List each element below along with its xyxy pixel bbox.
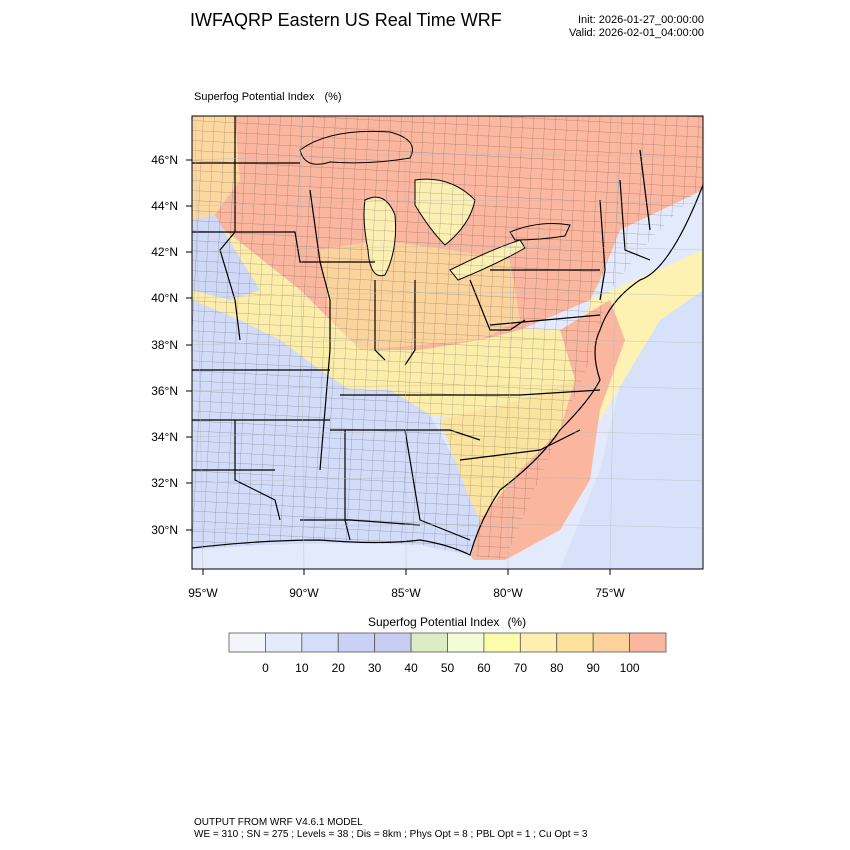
colorbar-tick-labels: 0 10 20 30 40 50 60 70 80 90 100 [262,661,640,675]
lat-label: 34°N [151,430,178,444]
init-time: Init: 2026-01-27_00:00:00 [578,14,704,26]
map-field [192,116,703,569]
colorbar-tick-label: 20 [332,661,346,675]
lon-label: 90°W [289,586,319,600]
colorbar-swatch [265,632,303,653]
axis-ticks [186,159,611,575]
map-units: (%) [324,91,342,103]
lat-label: 44°N [151,199,178,213]
colorbar-tick-label: 60 [477,661,491,675]
lat-label: 32°N [151,476,178,490]
colorbar-swatch [447,632,485,653]
colorbar-tick-label: 100 [620,661,640,675]
graticule [192,116,703,569]
colorbar-swatch [519,632,558,653]
colorbar-swatch [301,632,339,653]
lat-label: 30°N [151,523,178,537]
colorbar-swatch [337,632,376,653]
map-frame [191,115,704,570]
lon-label: 75°W [595,586,625,600]
lon-label: 80°W [493,586,523,600]
colorbar-tick-label: 0 [262,661,269,675]
lat-label: 46°N [151,153,178,167]
run-info: Init: 2026-01-27_00:00:00 Valid: 2026-02… [569,14,704,40]
lon-label: 95°W [188,586,218,600]
lat-label: 42°N [151,245,178,259]
colorbar-swatch [629,632,667,653]
lat-label: 36°N [151,384,178,398]
longitude-labels: 95°W 90°W 85°W 80°W 75°W [188,586,625,600]
map-field-name: Superfog Potential Index [194,91,315,103]
colorbar-swatch [228,632,266,653]
colorbar-tick-label: 90 [586,661,600,675]
gulf-of-mexico [192,543,480,569]
colorbar-tick-label: 50 [441,661,455,675]
latitude-labels: 46°N 44°N 42°N 40°N 38°N 36°N 34°N 32°N … [151,153,178,537]
coastline [192,184,703,556]
colorbar-tick-label: 80 [550,661,564,675]
colorbar-title: Superfog Potential Index (%) [368,615,526,629]
colorbar-tick-label: 30 [368,661,382,675]
lon-label: 85°W [391,586,421,600]
map-title: Superfog Potential Index (%) [194,91,342,103]
colorbar-units: (%) [507,615,527,629]
model-info: OUTPUT FROM WRF V4.6.1 MODEL WE = 310 ; … [194,817,587,841]
colorbar-field-name: Superfog Potential Index [368,615,500,629]
valid-time: Valid: 2026-02-01_04:00:00 [569,27,704,39]
colorbar-tick-label: 10 [295,661,309,675]
colorbar [228,632,667,653]
lat-label: 40°N [151,291,178,305]
page-title: IWFAQRP Eastern US Real Time WRF [190,10,502,30]
county-lines [192,116,703,560]
colorbar-tick-label: 40 [404,661,418,675]
colorbar-swatch [592,632,630,653]
lat-label: 38°N [151,338,178,352]
atlantic-field [560,280,703,569]
colorbar-swatch [556,632,594,653]
model-config: WE = 310 ; SN = 275 ; Levels = 38 ; Dis … [194,829,588,840]
state-boundaries [192,116,651,541]
colorbar-swatch [374,632,412,653]
colorbar-swatch [410,632,448,653]
model-version: OUTPUT FROM WRF V4.6.1 MODEL [194,817,363,828]
colorbar-swatch [483,632,521,653]
colorbar-tick-label: 70 [514,661,528,675]
